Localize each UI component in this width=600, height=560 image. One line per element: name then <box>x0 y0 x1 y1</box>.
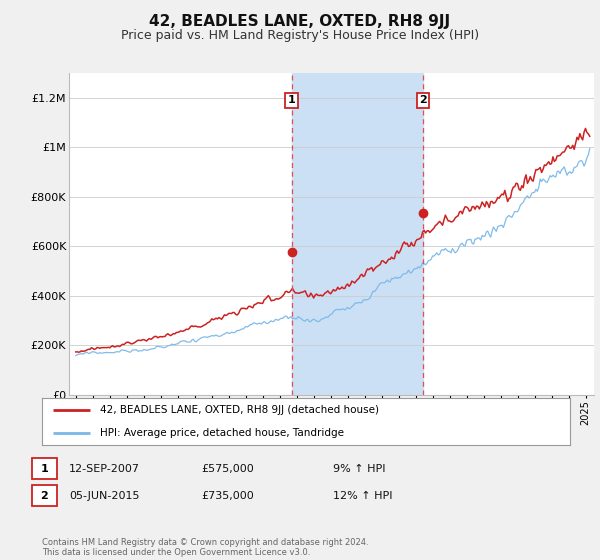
Text: 9% ↑ HPI: 9% ↑ HPI <box>333 464 386 474</box>
Bar <box>292 73 423 395</box>
Text: 1: 1 <box>288 95 296 105</box>
Text: 05-JUN-2015: 05-JUN-2015 <box>69 491 139 501</box>
Text: HPI: Average price, detached house, Tandridge: HPI: Average price, detached house, Tand… <box>100 428 344 438</box>
Text: £735,000: £735,000 <box>201 491 254 501</box>
Text: Price paid vs. HM Land Registry's House Price Index (HPI): Price paid vs. HM Land Registry's House … <box>121 29 479 42</box>
Text: Contains HM Land Registry data © Crown copyright and database right 2024.
This d: Contains HM Land Registry data © Crown c… <box>42 538 368 557</box>
Text: 12-SEP-2007: 12-SEP-2007 <box>69 464 140 474</box>
Text: 42, BEADLES LANE, OXTED, RH8 9JJ (detached house): 42, BEADLES LANE, OXTED, RH8 9JJ (detach… <box>100 405 379 416</box>
Text: 1: 1 <box>41 464 48 474</box>
Text: 12% ↑ HPI: 12% ↑ HPI <box>333 491 392 501</box>
Text: £575,000: £575,000 <box>201 464 254 474</box>
Text: 2: 2 <box>41 491 48 501</box>
Text: 2: 2 <box>419 95 427 105</box>
Text: 42, BEADLES LANE, OXTED, RH8 9JJ: 42, BEADLES LANE, OXTED, RH8 9JJ <box>149 14 451 29</box>
